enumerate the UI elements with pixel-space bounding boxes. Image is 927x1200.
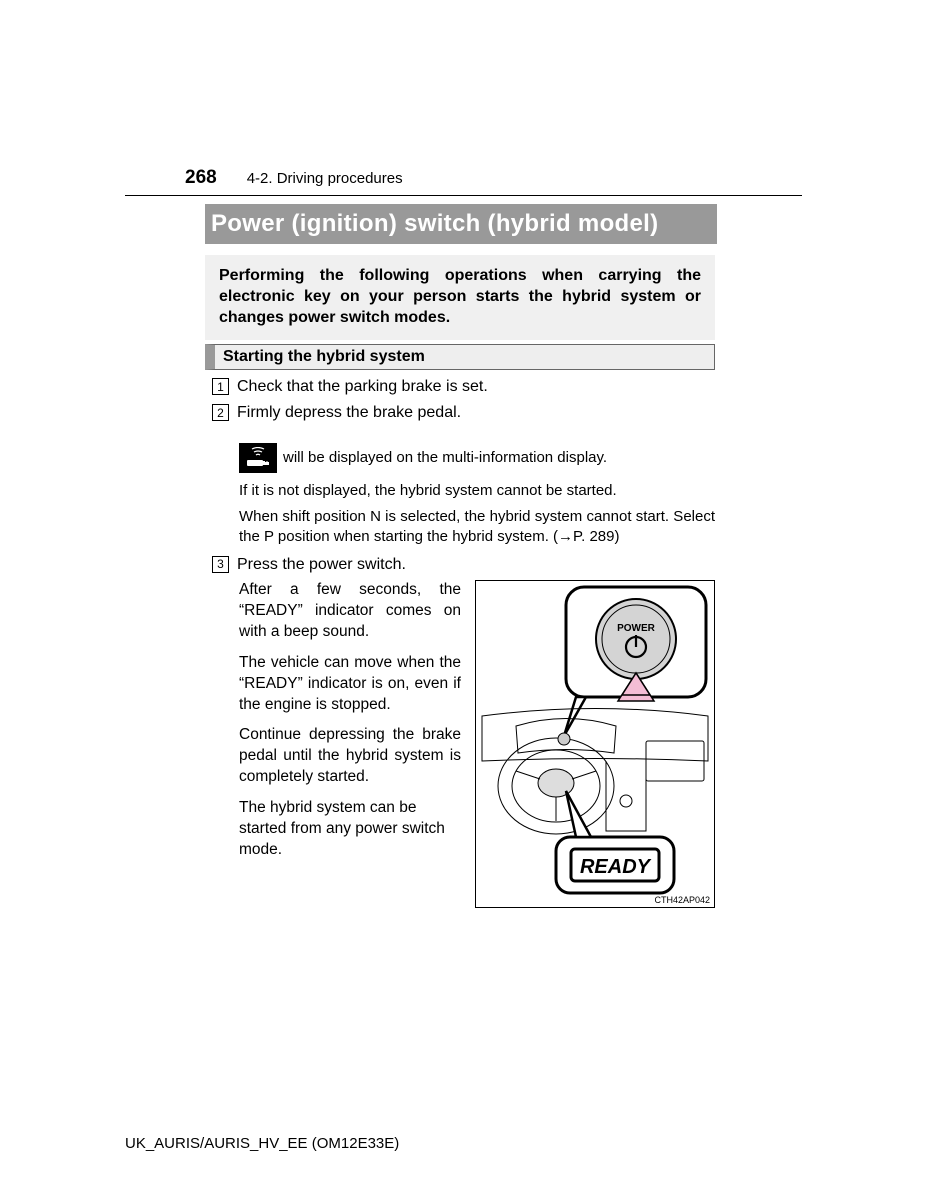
icon-line: will be displayed on the multi-informati…	[239, 443, 715, 473]
step-3-p3: Continue depressing the brake pedal unti…	[239, 725, 461, 788]
step-3-p2: The vehicle can move when the “READY” in…	[239, 653, 461, 716]
step-2-text: Firmly depress the brake pedal.	[237, 402, 461, 424]
section-header: 4-2. Driving procedures	[247, 170, 403, 187]
step-1: 1 Check that the parking brake is set.	[212, 376, 715, 398]
step-2: 2 Firmly depress the brake pedal.	[212, 402, 715, 424]
page-header: 268 4-2. Driving procedures	[125, 167, 802, 196]
figure-code: CTH42AP042	[654, 895, 710, 905]
not-displayed-text: If it is not displayed, the hybrid syste…	[239, 481, 715, 501]
step-3-paragraphs: After a few seconds, the “READY” indicat…	[239, 580, 461, 908]
ready-indicator-label: READY	[580, 856, 652, 878]
step-2-details: will be displayed on the multi-informati…	[239, 443, 715, 548]
step-number-2: 2	[212, 404, 229, 421]
power-switch-diagram: POWER	[475, 580, 715, 908]
content-area: 1 Check that the parking brake is set. 2…	[212, 376, 715, 908]
footer-doc-code: UK_AURIS/AURIS_HV_EE (OM12E33E)	[125, 1135, 399, 1152]
step-3-p1: After a few seconds, the “READY” indicat…	[239, 580, 461, 643]
step-1-text: Check that the parking brake is set.	[237, 376, 488, 398]
power-button-label: POWER	[617, 623, 656, 634]
icon-note-text: will be displayed on the multi-informati…	[283, 448, 607, 468]
step-number-3: 3	[212, 556, 229, 573]
step-number-1: 1	[212, 378, 229, 395]
step-3-area: After a few seconds, the “READY” indicat…	[212, 580, 715, 908]
page-number: 268	[185, 167, 217, 189]
key-signal-icon	[239, 443, 277, 473]
subheading: Starting the hybrid system	[205, 344, 715, 370]
step-3-p4: The hybrid system can be started from an…	[239, 798, 461, 861]
step-3-text: Press the power switch.	[237, 554, 406, 576]
shift-n-text: When shift position N is selected, the h…	[239, 507, 715, 548]
step-3: 3 Press the power switch.	[212, 554, 715, 576]
page-title: Power (ignition) switch (hybrid model)	[205, 204, 717, 244]
intro-box: Performing the following operations when…	[205, 255, 715, 340]
